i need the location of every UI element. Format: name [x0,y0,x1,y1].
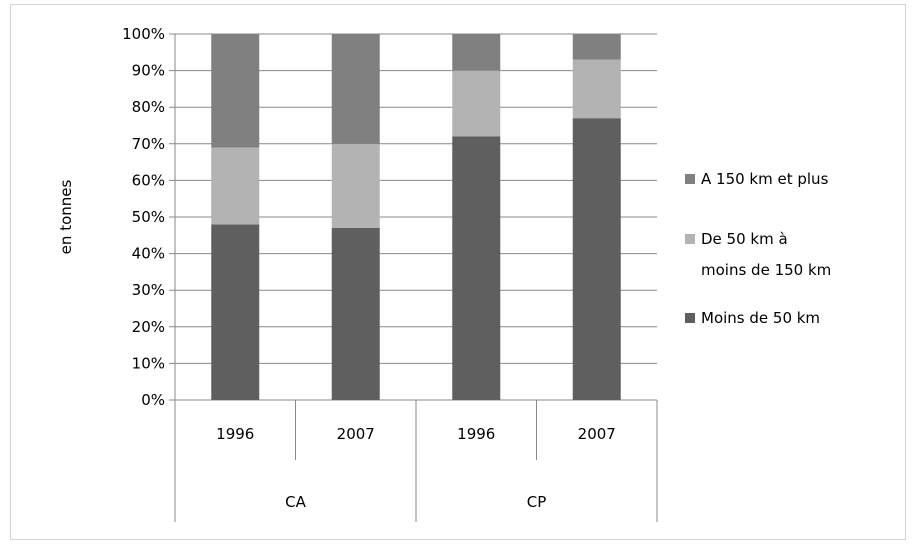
y-tick-label: 90% [132,62,165,80]
x-group-label: CP [527,493,547,511]
y-tick-label: 70% [132,135,165,153]
y-tick-label: 50% [132,208,165,226]
legend-label: moins de 150 km [701,261,831,279]
bar-segment [572,59,621,119]
chart-frame: 0% 10% 20% 30% 40% 50% 60% 70% 80% 90% 100% 1996 200… [10,4,906,540]
bar-segment [572,118,621,401]
axes: 0% 10% 20% 30% 40% 50% 60% 70% 80% 90% 100% 1996 200… [122,25,658,522]
y-axis-title: en tonnes [57,180,75,255]
bars [211,34,621,401]
y-tick-label: 30% [132,281,165,299]
legend-swatch [685,234,695,244]
bar-segment [331,143,380,228]
y-tick-label: 10% [132,354,165,372]
y-tick-label: 100% [122,25,165,43]
y-tick-label: 80% [132,98,165,116]
stacked-bar-chart: 0% 10% 20% 30% 40% 50% 60% 70% 80% 90% 100% 1996 200… [57,25,831,522]
bar-segment [452,70,501,137]
bar-segment [452,136,501,401]
bar-segment [331,227,380,400]
x-tick-label: 2007 [337,425,375,443]
legend-label: De 50 km à [701,230,788,248]
bar-segment [331,34,380,144]
legend-label: Moins de 50 km [701,309,820,327]
bar-segment [211,34,260,148]
y-tick-label: 40% [132,245,165,263]
y-tick-label: 0% [141,391,165,409]
bar-segment [572,34,621,60]
x-tick-label: 2007 [578,425,616,443]
x-group-label: CA [285,493,306,511]
y-tick-label: 60% [132,171,165,189]
legend-swatch [685,174,695,184]
bar-segment [211,224,260,400]
legend: A 150 km et plus De 50 km à moins de 150 k… [685,170,831,327]
y-tick-label: 20% [132,318,165,336]
legend-swatch [685,313,695,323]
bar-segment [452,34,501,71]
bar-segment [211,147,260,225]
x-tick-label: 1996 [457,425,495,443]
x-tick-label: 1996 [216,425,254,443]
legend-label: A 150 km et plus [701,170,829,188]
